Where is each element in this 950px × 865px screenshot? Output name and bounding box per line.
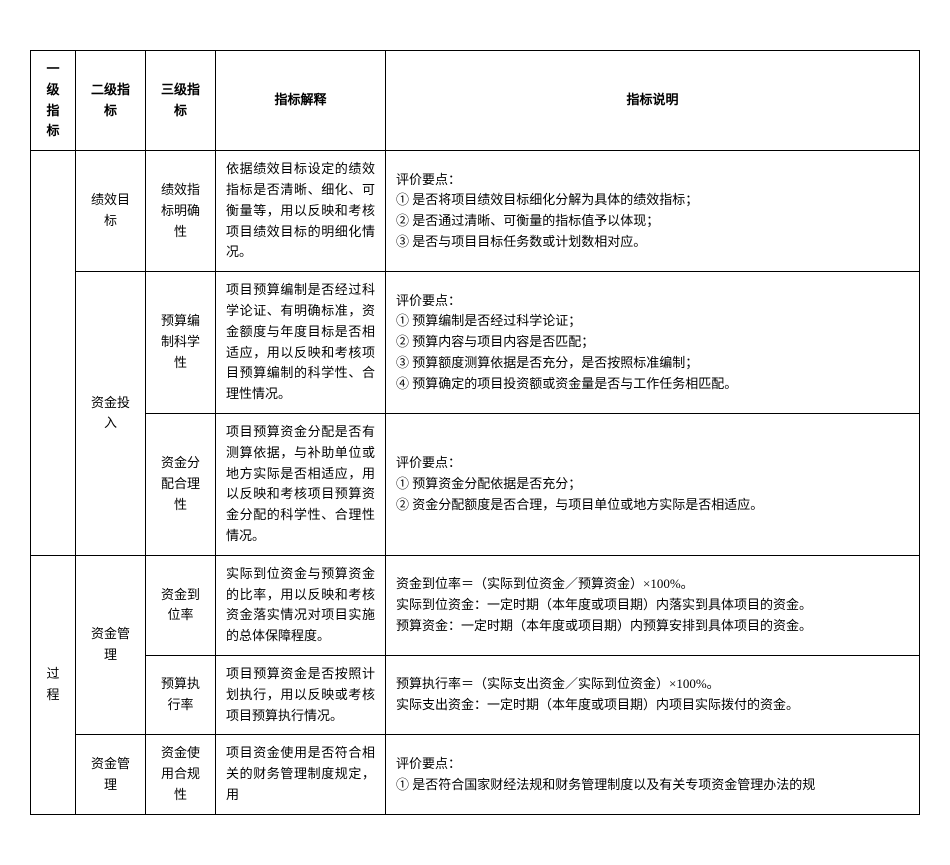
cell-desc: 预算执行率＝（实际支出资金／实际到位资金）×100%。实际支出资金：一定时期（本… [386,655,920,734]
header-level2: 二级指标 [76,51,146,151]
cell-level3: 资金分配合理性 [146,413,216,555]
cell-level2: 资金管理 [76,555,146,735]
cell-explain: 项目预算编制是否经过科学论证、有明确标准，资金额度与年度目标是否相适应，用以反映… [216,272,386,414]
cell-level3: 资金使用合规性 [146,735,216,814]
cell-desc: 评价要点：① 预算编制是否经过科学论证；② 预算内容与项目内容是否匹配；③ 预算… [386,272,920,414]
header-explain: 指标解释 [216,51,386,151]
cell-explain: 项目预算资金是否按照计划执行，用以反映或考核项目预算执行情况。 [216,655,386,734]
cell-level2: 资金投入 [76,272,146,556]
cell-level2: 资金管理 [76,735,146,814]
table-row: 资金管理 资金使用合规性 项目资金使用是否符合相关的财务管理制度规定，用 评价要… [31,735,920,814]
cell-level3: 预算执行率 [146,655,216,734]
cell-level3: 绩效指标明确性 [146,151,216,272]
header-desc: 指标说明 [386,51,920,151]
header-level1: 一级指标 [31,51,76,151]
table-row: 过程 资金管理 资金到位率 实际到位资金与预算资金的比率，用以反映和考核资金落实… [31,555,920,655]
table-header-row: 一级指标 二级指标 三级指标 指标解释 指标说明 [31,51,920,151]
cell-desc: 评价要点：① 预算资金分配依据是否充分；② 资金分配额度是否合理，与项目单位或地… [386,413,920,555]
cell-level1 [31,151,76,556]
cell-explain: 依据绩效目标设定的绩效指标是否清晰、细化、可衡量等，用以反映和考核项目绩效目标的… [216,151,386,272]
table-row: 资金分配合理性 项目预算资金分配是否有测算依据，与补助单位或地方实际是否相适应，… [31,413,920,555]
cell-desc: 评价要点：① 是否将项目绩效目标细化分解为具体的绩效指标；② 是否通过清晰、可衡… [386,151,920,272]
cell-level3: 预算编制科学性 [146,272,216,414]
cell-level1: 过程 [31,555,76,814]
cell-level2: 绩效目标 [76,151,146,272]
table-row: 资金投入 预算编制科学性 项目预算编制是否经过科学论证、有明确标准，资金额度与年… [31,272,920,414]
cell-desc: 资金到位率＝（实际到位资金／预算资金）×100%。实际到位资金：一定时期（本年度… [386,555,920,655]
cell-level3: 资金到位率 [146,555,216,655]
cell-explain: 项目预算资金分配是否有测算依据，与补助单位或地方实际是否相适应，用以反映和考核项… [216,413,386,555]
cell-desc: 评价要点：① 是否符合国家财经法规和财务管理制度以及有关专项资金管理办法的规 [386,735,920,814]
table-row: 预算执行率 项目预算资金是否按照计划执行，用以反映或考核项目预算执行情况。 预算… [31,655,920,734]
cell-explain: 实际到位资金与预算资金的比率，用以反映和考核资金落实情况对项目实施的总体保障程度… [216,555,386,655]
header-level3: 三级指标 [146,51,216,151]
cell-explain: 项目资金使用是否符合相关的财务管理制度规定，用 [216,735,386,814]
indicator-table: 一级指标 二级指标 三级指标 指标解释 指标说明 绩效目标 绩效指标明确性 依据… [30,50,920,815]
table-row: 绩效目标 绩效指标明确性 依据绩效目标设定的绩效指标是否清晰、细化、可衡量等，用… [31,151,920,272]
